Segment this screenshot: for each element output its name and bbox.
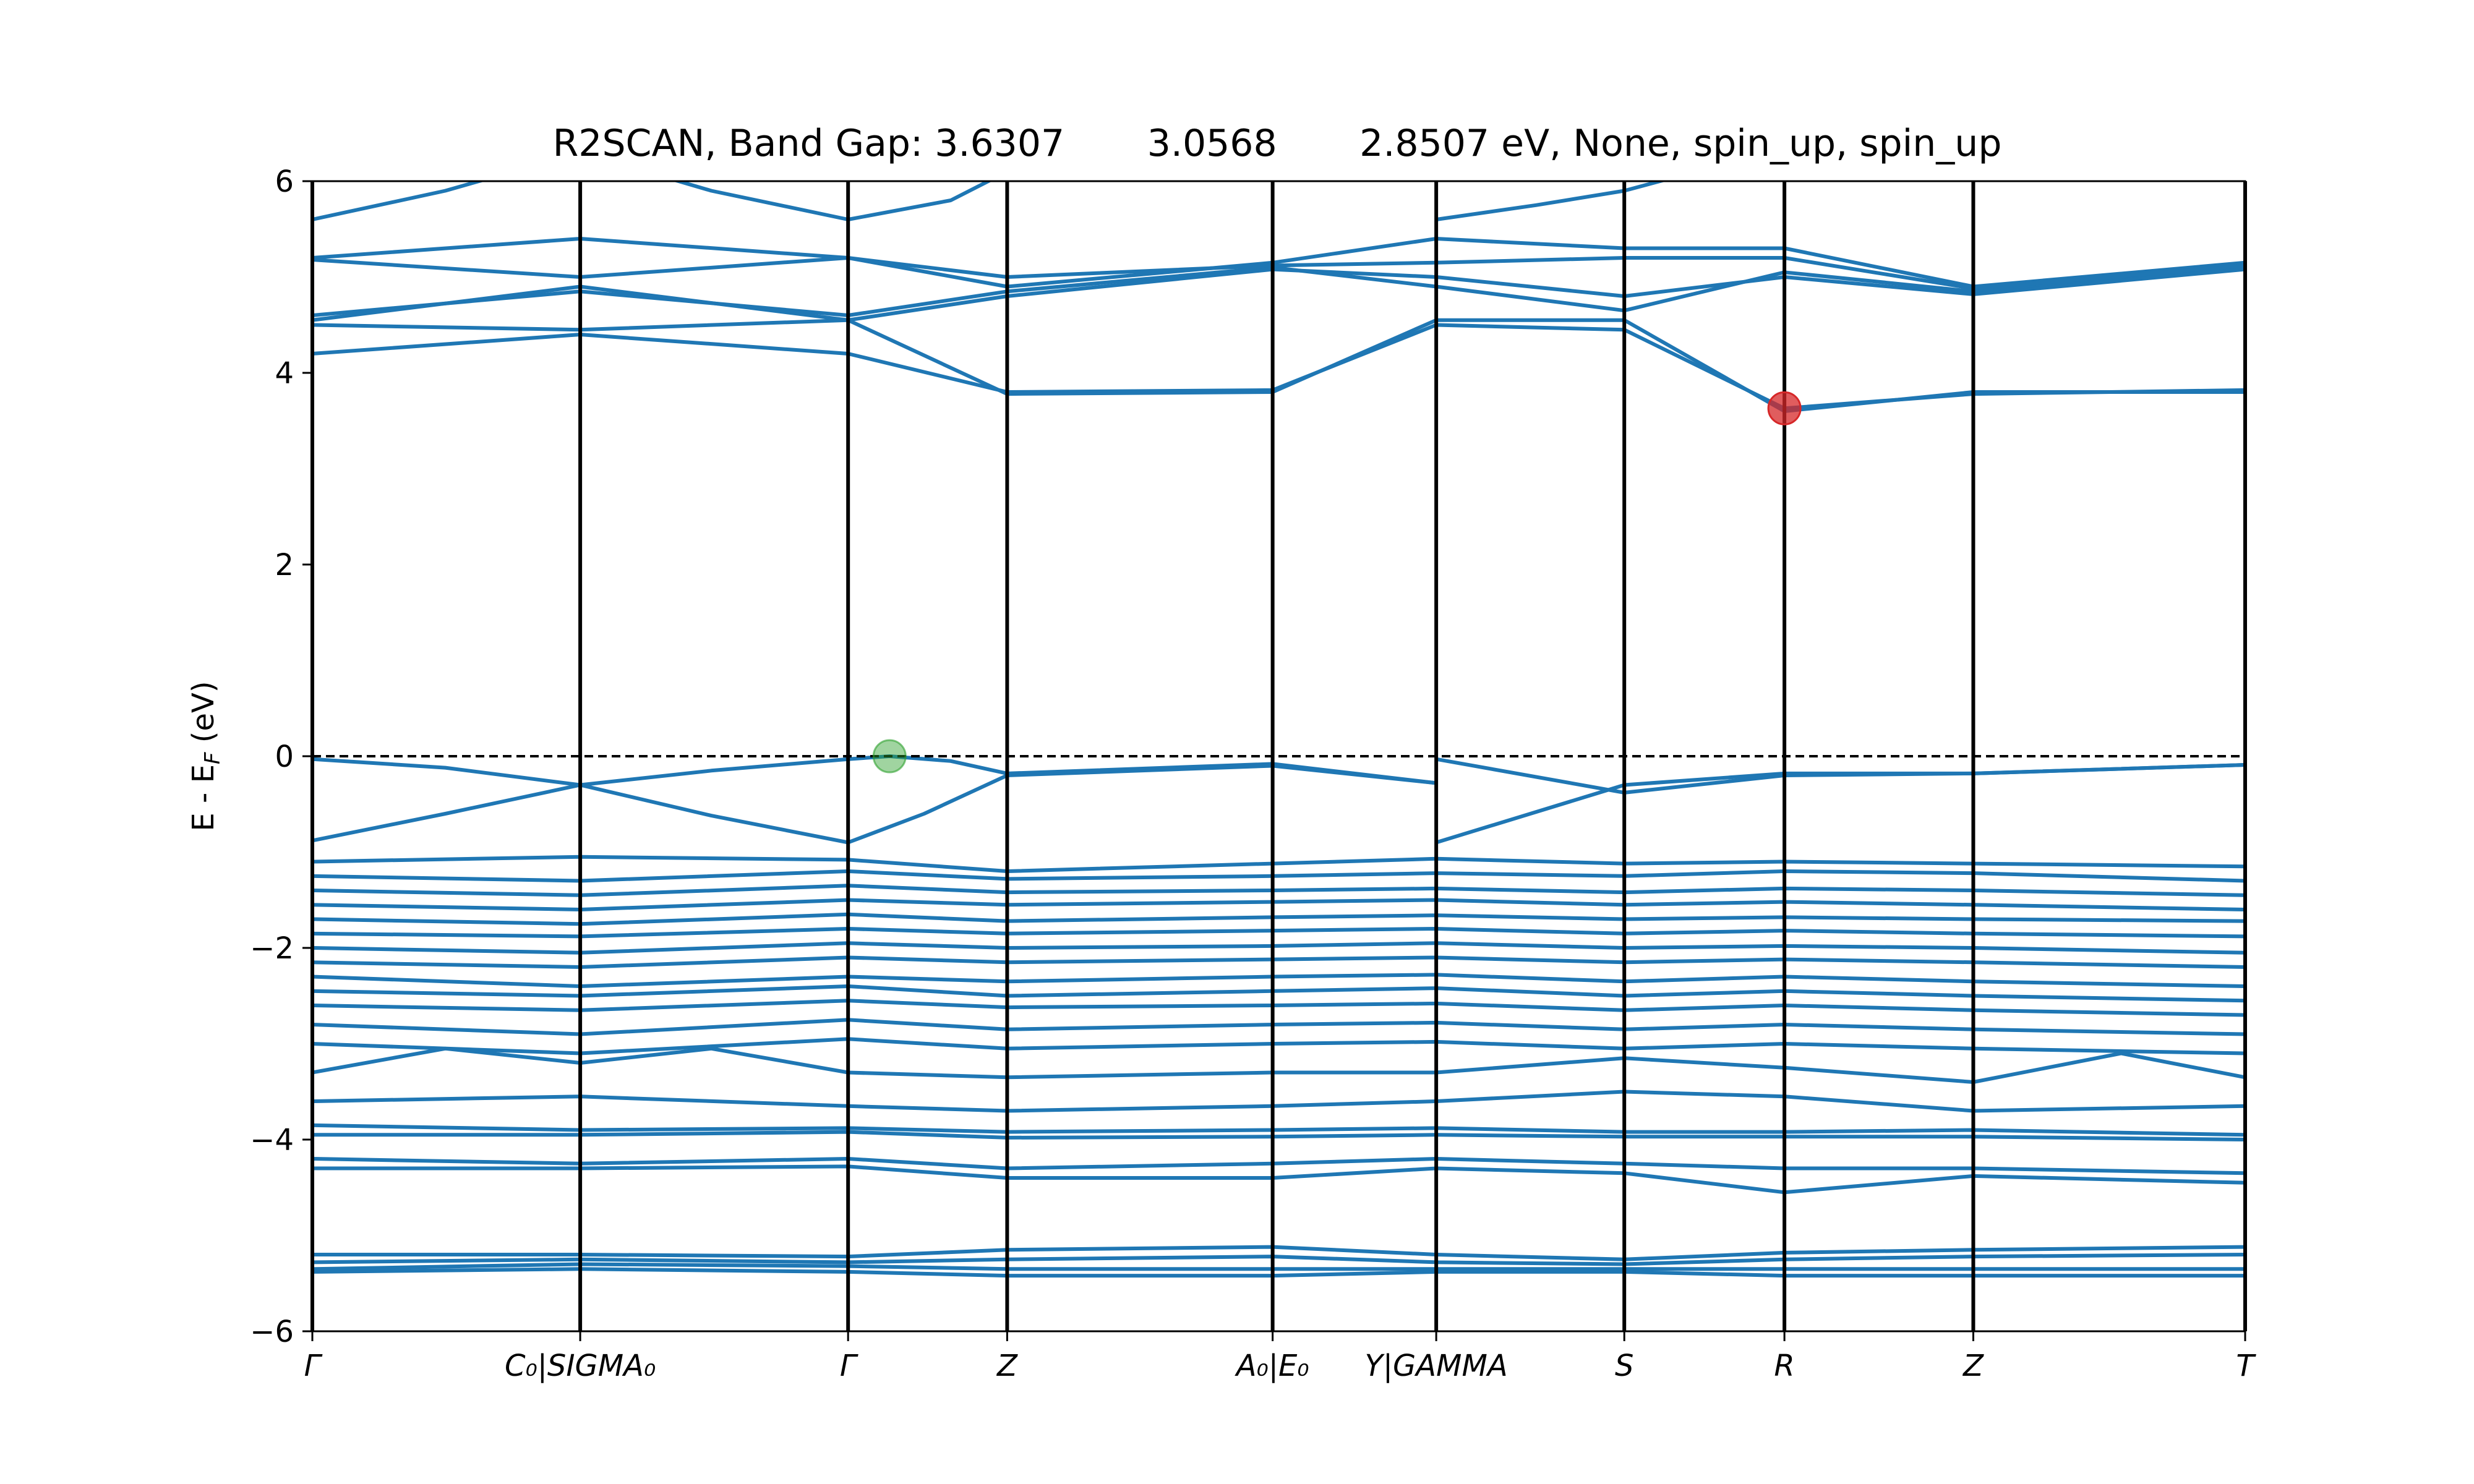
band-line-5 — [312, 855, 2245, 873]
plot-area: Γ C₀|SIGMA₀ Γ Z A₀|E₀ Y|GAMMA S R Z T −6 −4 −2 0 2 4 6 — [250, 164, 2256, 1383]
y-axis-title: E - EF (eV) — [186, 681, 225, 831]
x-tick-label: Y|GAMMA — [1365, 1349, 1508, 1383]
x-tick-label: Z — [1962, 1349, 1984, 1383]
band-line-32 — [312, 237, 2245, 289]
y-tick-label: −2 — [250, 931, 294, 966]
plot-frame — [311, 180, 2246, 1333]
band-line-16 — [312, 1018, 2245, 1036]
band-line-2 — [312, 764, 1437, 845]
band-line-17 — [312, 1037, 2245, 1055]
y-tick-label: 0 — [275, 740, 294, 774]
band-line-11 — [312, 941, 2245, 955]
vbm-marker — [872, 739, 907, 774]
band-line-27 — [312, 1267, 2245, 1278]
x-tick-label: A₀|E₀ — [1235, 1349, 1309, 1383]
band-line-34 — [312, 181, 993, 221]
x-tick-label: R — [1774, 1349, 1794, 1383]
y-tick-label: 4 — [275, 356, 294, 391]
x-tick-label: T — [2236, 1349, 2256, 1383]
band-line-31 — [312, 267, 2245, 322]
band-line-21 — [312, 1130, 2245, 1141]
y-tick-label: 2 — [275, 548, 294, 582]
band-line-26 — [312, 1262, 2245, 1271]
band-line-19 — [312, 1090, 2245, 1113]
cbm-marker — [1767, 391, 1802, 425]
band-line-8 — [312, 898, 2245, 911]
x-tick-label: C₀|SIGMA₀ — [505, 1349, 656, 1383]
band-line-9 — [312, 912, 2245, 926]
chart-title: R2SCAN, Band Gap: 3.6307 3.0568 2.8507 e… — [553, 122, 2002, 165]
band-line-23 — [312, 1164, 2245, 1195]
band-line-22 — [312, 1157, 2245, 1175]
band-line-14 — [312, 984, 2245, 1003]
band-line-25 — [312, 1253, 2245, 1266]
band-line-29 — [312, 318, 2245, 413]
band-line-12 — [312, 955, 2245, 969]
band-line-13 — [312, 973, 2245, 988]
band-line-24 — [312, 1245, 2245, 1261]
x-tick-label: Γ — [304, 1349, 323, 1383]
x-tick-label: Z — [996, 1349, 1018, 1383]
x-tick-label: S — [1615, 1349, 1633, 1383]
band-line-20 — [312, 1123, 2245, 1137]
band-line-28 — [312, 323, 2245, 411]
band-line-7 — [312, 884, 2245, 897]
band-line-1 — [312, 754, 1437, 787]
x-tick-label: Γ — [840, 1349, 858, 1383]
bands-group — [312, 181, 2245, 1278]
band-line-33 — [312, 256, 2245, 291]
band-line-15 — [312, 999, 2245, 1017]
y-tick-label: −6 — [250, 1315, 294, 1349]
band-line-6 — [312, 869, 2245, 883]
band-line-10 — [312, 927, 2245, 939]
band-line-35 — [1436, 181, 1667, 221]
y-tick-label: −4 — [250, 1123, 294, 1158]
band-line-4 — [1436, 757, 2245, 795]
y-tick-label: 6 — [275, 164, 294, 199]
